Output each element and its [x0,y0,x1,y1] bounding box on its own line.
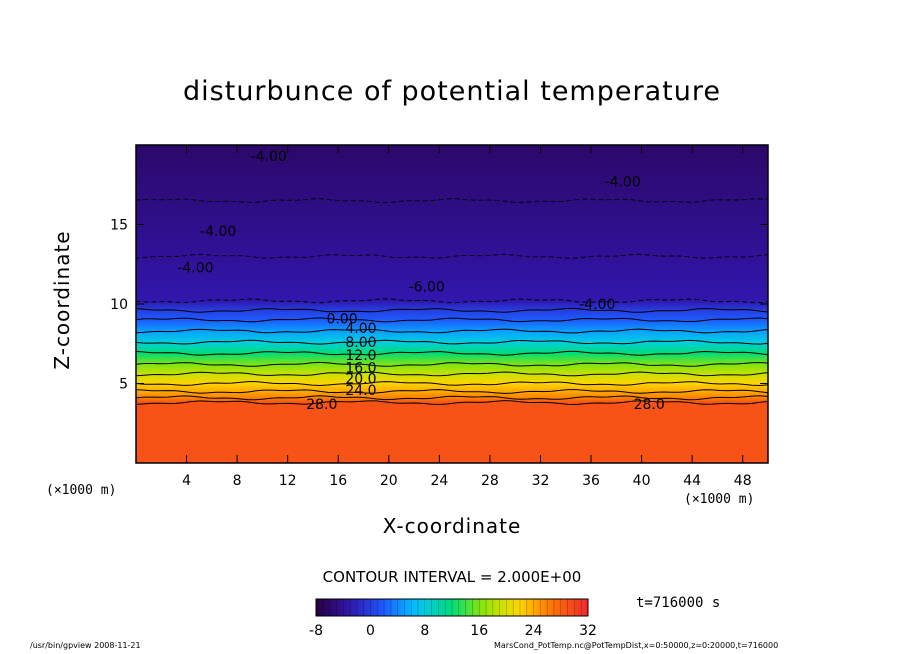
contour-label: -4.00 [579,297,615,313]
colorbar-tick-label: 32 [579,623,597,639]
contour-interval-text: CONTOUR INTERVAL = 2.000E+00 [322,568,582,586]
colorbar: -8 0 8 16 24 32 [309,598,597,639]
x-tick-label: 8 [233,473,242,489]
colorbar-tick-label: 24 [525,623,543,639]
contour-line [136,253,768,259]
contour-label: 0.00 [326,311,357,327]
contour-line [136,328,768,334]
y-tick-label: 5 [119,377,128,393]
contour-label: 8.00 [345,335,376,351]
colorbar-fill [315,598,589,617]
contour-label: 20.0 [345,372,376,388]
contour-line [136,361,768,367]
contour-line [136,381,768,387]
colorbar-tick-label: -8 [309,623,323,639]
x-tick-label: 32 [532,473,550,489]
x-tick-label: 36 [582,473,600,489]
contour-line [136,389,768,394]
x-tick-label: 28 [481,473,499,489]
colorbar-tick-label: 0 [366,623,375,639]
x-tick-label: 44 [683,473,701,489]
field-fill [136,145,768,463]
chart-title: disturbunce of potential temperature [183,76,721,107]
contour-label: 4.00 [345,321,376,337]
x-tick-label: 48 [734,473,752,489]
colorbar-tick-label: 8 [420,623,429,639]
contour-line [136,339,768,345]
contour-line [136,371,768,377]
x-axis-label: X-coordinate [382,514,522,538]
contour-line [136,307,768,313]
time-label: t=716000 s [636,595,721,611]
x-tick-label: 40 [633,473,651,489]
contour-line [136,198,768,204]
contour-label: 12.0 [345,348,376,364]
contour-label: -4.00 [605,175,641,191]
plot-area: -4.00 -4.00 -4.00 -4.00 -6.00 -4.00 0.004.008.… [136,145,768,463]
contour-lines [136,198,768,406]
colorbar-tick-label: 16 [470,623,488,639]
contour-line [136,350,768,356]
footer-left: /usr/bin/gpview 2008-11-21 [30,641,141,650]
x-tick-label: 24 [430,473,448,489]
contour-label: -4.00 [200,224,236,240]
contour-line [136,298,768,304]
contour-label: 24.0 [345,383,376,399]
x-tick-label: 20 [380,473,398,489]
x-unit-label-right: (×1000 m) [684,492,755,507]
x-unit-label-left: (×1000 m) [46,483,117,498]
contour-line [136,395,768,401]
x-tick-label: 4 [182,473,191,489]
x-tick-label: 16 [329,473,347,489]
contour-label: -4.00 [177,260,213,276]
contour-label: 28.0 [634,397,665,413]
footer-right: MarsCond_PotTemp.nc@PotTempDist,x=0:5000… [494,641,779,650]
y-tick-label: 10 [110,297,128,313]
contour-label: 16.0 [345,361,376,377]
contour-label: -4.00 [251,149,287,165]
contour-line [136,317,768,323]
contour-label: 28.0 [306,397,337,413]
y-tick-label: 15 [110,218,128,234]
contour-line [136,400,768,406]
x-tick-label: 12 [279,473,297,489]
contour-label: -6.00 [409,280,445,296]
